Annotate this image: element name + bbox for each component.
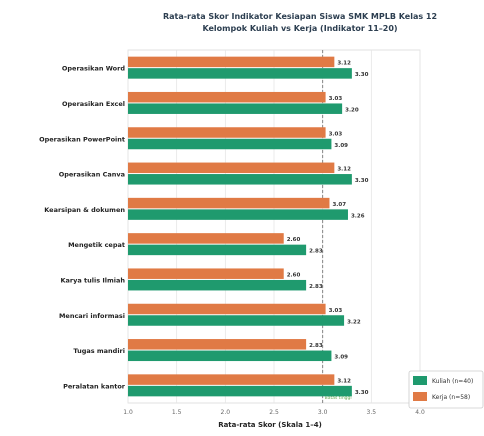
bar-kerja — [128, 162, 335, 174]
data-label-kerja: 3.03 — [329, 96, 343, 102]
legend-frame — [408, 370, 484, 409]
category-labels: Operasikan Word Operasikan Excel Operasika… — [39, 65, 126, 391]
bar-kuliah — [128, 244, 307, 256]
legend: Kuliah (n=40) Kerja (n=58) — [408, 370, 484, 409]
bar-kerja — [128, 303, 326, 315]
data-label-kuliah: 3.09 — [334, 355, 348, 361]
data-label-kerja: 3.03 — [329, 308, 343, 314]
x-tick-label: 1.0 — [123, 409, 133, 416]
category-label: Peralatan kantor — [63, 382, 126, 390]
bar-kuliah — [128, 209, 348, 220]
reference-line: Batas tinggi — [322, 50, 352, 403]
category-label: Mencari informasi — [59, 312, 125, 320]
x-tick-label: 3.0 — [318, 409, 328, 416]
x-axis-label: Rata-rata Skor (Skala 1–4) — [218, 421, 322, 429]
legend-swatch-kuliah — [413, 376, 427, 385]
bar-kerja — [128, 127, 326, 138]
data-label-kerja: 3.03 — [329, 131, 343, 137]
bar-kerja — [128, 56, 335, 68]
category-label: Operasikan Canva — [59, 171, 125, 179]
data-label-kerja: 2.83 — [309, 343, 323, 349]
bar-kuliah — [128, 174, 352, 185]
x-tick-labels: 1.0 1.5 2.0 2.5 3.0 3.5 4.0 — [123, 409, 425, 416]
bar-kerja — [128, 91, 326, 103]
x-tick-label: 2.0 — [221, 409, 231, 416]
category-label: Mengetik cepat — [68, 241, 125, 249]
data-label-kuliah: 3.30 — [355, 72, 369, 78]
bar-kuliah — [128, 68, 352, 79]
data-label-kuliah: 3.30 — [355, 390, 369, 396]
category-label: Tugas mandiri — [73, 347, 125, 355]
data-label-kuliah: 3.22 — [347, 319, 361, 325]
data-label-kuliah: 3.26 — [351, 213, 365, 219]
category-label: Kearsipan & dokumen — [44, 206, 125, 214]
data-label-kerja: 3.12 — [337, 167, 351, 173]
bar-kuliah — [128, 138, 332, 150]
bar-kuliah — [128, 315, 345, 326]
legend-label-kerja: Kerja (n=58) — [432, 394, 470, 401]
bar-kuliah — [128, 350, 332, 362]
data-label-kuliah: 3.30 — [355, 178, 369, 184]
chart-title-line2: Kelompok Kuliah vs Kerja (Indikator 11–2… — [202, 24, 397, 33]
bar-kuliah — [128, 279, 307, 291]
reference-line-label: Batas tinggi — [325, 395, 352, 401]
bar-kerja — [128, 233, 284, 244]
data-label-kerja: 3.12 — [337, 61, 351, 67]
data-label-kerja: 2.60 — [287, 272, 301, 278]
bar-kuliah — [128, 103, 343, 114]
legend-swatch-kerja — [413, 392, 427, 401]
x-tick-label: 3.5 — [367, 409, 377, 416]
x-tick-label: 1.5 — [172, 409, 182, 416]
category-label: Operasikan Excel — [62, 100, 125, 108]
legend-label-kuliah: Kuliah (n=40) — [432, 378, 473, 385]
data-label-kerja: 3.12 — [337, 378, 351, 384]
category-label: Operasikan Word — [62, 65, 125, 73]
category-label: Karya tulis Ilmiah — [61, 276, 126, 284]
x-tick-label: 4.0 — [415, 409, 425, 416]
data-label-kuliah: 2.83 — [309, 284, 323, 290]
category-label: Operasikan PowerPoint — [39, 135, 125, 143]
data-label-kerja: 3.07 — [332, 202, 346, 208]
data-label-kerja: 2.60 — [287, 237, 301, 243]
data-label-kuliah: 3.20 — [345, 107, 359, 113]
bar-kerja — [128, 339, 307, 350]
bar-kerja — [128, 197, 330, 209]
chart-title-line1: Rata-rata Skor Indikator Kesiapan Siswa … — [163, 12, 437, 21]
bar-kerja — [128, 374, 335, 385]
bars: 3.123.303.033.203.033.093.123.303.073.26… — [128, 56, 369, 397]
data-label-kuliah: 3.09 — [334, 143, 348, 149]
bar-kuliah — [128, 385, 352, 397]
x-tick-label: 2.5 — [269, 409, 279, 416]
bar-kerja — [128, 268, 284, 279]
data-label-kuliah: 2.83 — [309, 249, 323, 255]
